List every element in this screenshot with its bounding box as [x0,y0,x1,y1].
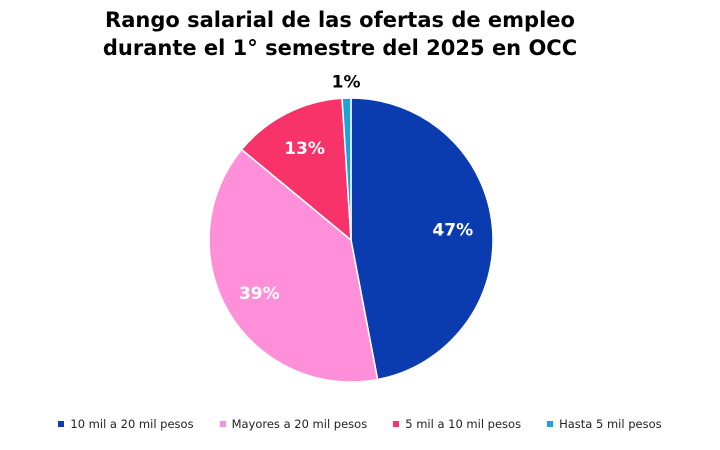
pie-chart: 47% 39% 13% 1% [208,72,494,383]
legend: 10 mil a 20 mil pesos Mayores a 20 mil pe… [0,417,720,431]
slice-data-label: 1% [332,72,361,92]
legend-label: 10 mil a 20 mil pesos [70,417,194,431]
legend-item: Hasta 5 mil pesos [547,417,662,431]
chart-title: Rango salarial de las ofertas de empleo … [0,6,680,62]
chart-title-line-1: Rango salarial de las ofertas de empleo [105,8,575,32]
pie-slice [240,97,352,242]
slice-data-label: 13% [284,139,325,159]
slice-data-label: 39% [239,284,280,304]
legend-swatch [58,421,65,427]
pie-slice [350,97,494,381]
pie-slice [208,148,379,383]
legend-swatch [219,421,226,427]
pie-slice [341,97,352,241]
legend-item: 10 mil a 20 mil pesos [58,417,194,431]
slice-data-label: 47% [432,220,473,240]
chart-title-line-2: durante el 1° semestre del 2025 en OCC [102,36,578,60]
legend-swatch [393,421,400,427]
legend-item: Mayores a 20 mil pesos [219,417,368,431]
legend-label: Hasta 5 mil pesos [559,417,662,431]
legend-item: 5 mil a 10 mil pesos [393,417,521,431]
legend-swatch [547,421,554,427]
legend-label: 5 mil a 10 mil pesos [405,417,522,431]
legend-label: Mayores a 20 mil pesos [231,417,368,431]
